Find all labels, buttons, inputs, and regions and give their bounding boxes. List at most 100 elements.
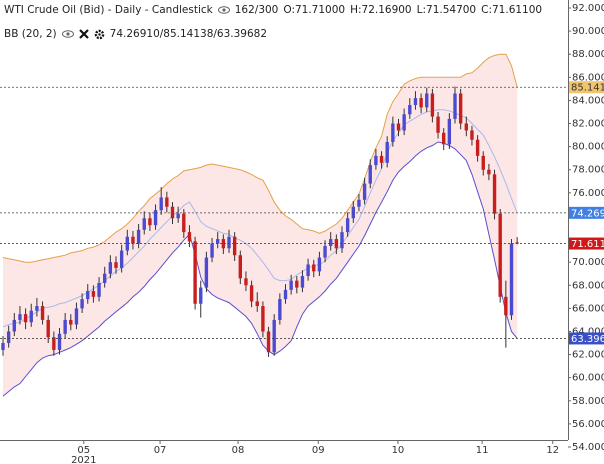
- y-tick-label: 90.000: [572, 26, 604, 37]
- candle-body: [436, 116, 440, 133]
- candle-body: [255, 301, 259, 307]
- y-tick-label: 82.000: [572, 119, 604, 130]
- y-tick-label: 60.000: [572, 373, 604, 384]
- y-tick-label: 76.000: [572, 188, 604, 199]
- candle-body: [481, 155, 485, 170]
- candle-body: [52, 337, 56, 350]
- candle-body: [125, 236, 129, 251]
- y-tick-label: 54.000: [572, 442, 604, 453]
- y-tick-label: 84.000: [572, 95, 604, 106]
- candle-body: [119, 250, 124, 268]
- candle-body: [464, 123, 468, 131]
- candle-body: [69, 319, 73, 325]
- x-tick-label: 12: [546, 445, 559, 456]
- band-fill: [3, 54, 518, 397]
- candle-body: [323, 245, 327, 258]
- candle-body: [430, 93, 435, 117]
- candle-body: [357, 199, 361, 207]
- candle-body: [295, 280, 299, 288]
- x-tick-label: 07: [154, 445, 167, 456]
- candle-body: [204, 257, 209, 288]
- price-tag-bg: [569, 81, 604, 94]
- y-tick-label: 58.000: [572, 396, 604, 407]
- y-tick-label: 68.000: [572, 280, 604, 291]
- candle-body: [12, 319, 16, 332]
- header-line: WTI Crude Oil (Bid) - Daily - Candlestic…: [4, 4, 543, 16]
- candle-body: [227, 236, 231, 249]
- candle-body: [80, 299, 84, 309]
- candle-body: [91, 291, 96, 297]
- candle-body: [114, 262, 118, 268]
- low-value: L:71.54700: [416, 4, 477, 16]
- candle-body: [413, 98, 418, 106]
- settings-icon[interactable]: [94, 29, 105, 40]
- plot-area: [1, 53, 519, 397]
- candle-body: [289, 280, 293, 290]
- price-tag-bg: [569, 206, 604, 219]
- candle-body: [329, 239, 333, 246]
- candle-body: [515, 242, 519, 244]
- candle-body: [153, 210, 158, 226]
- y-tick-label: 80.000: [572, 142, 604, 153]
- candle-body: [74, 308, 79, 325]
- candle-body: [453, 93, 457, 119]
- y-tick-label: 92.000: [572, 3, 604, 14]
- candle-body: [300, 276, 305, 288]
- candle-body: [402, 114, 406, 131]
- x-tick-label: 05: [77, 445, 90, 456]
- candle-body: [442, 132, 446, 145]
- candle-body: [374, 155, 378, 166]
- candle-body: [470, 130, 474, 140]
- candle-body: [306, 264, 310, 277]
- remove-icon[interactable]: [78, 29, 89, 39]
- candle-body: [159, 197, 163, 211]
- candle-body: [199, 287, 203, 304]
- candle-body: [108, 262, 113, 274]
- price-tag-label: 63.396: [571, 334, 604, 345]
- candle-body: [504, 296, 508, 316]
- candle-body: [379, 155, 384, 163]
- candle-body: [261, 306, 265, 332]
- candle-body: [18, 314, 22, 320]
- candle-body: [187, 232, 192, 242]
- candle-body: [385, 142, 389, 163]
- candle-body: [408, 105, 412, 115]
- candle-body: [216, 239, 220, 244]
- price-tag-label: 85.141: [571, 83, 604, 94]
- candle-body: [509, 243, 514, 316]
- indicator-name: BB (20, 2): [4, 28, 57, 40]
- candle-body: [142, 218, 146, 230]
- price-tag-label: 74.269: [571, 208, 604, 219]
- candle-body: [46, 319, 50, 338]
- candle-body: [176, 213, 180, 219]
- y-tick-label: 66.000: [572, 303, 604, 314]
- eye-icon[interactable]: [217, 6, 230, 14]
- candle-body: [475, 139, 480, 156]
- y-tick-label: 78.000: [572, 165, 604, 176]
- price-tag-bg: [569, 332, 604, 345]
- candle-body: [1, 343, 5, 350]
- eye-icon[interactable]: [61, 30, 74, 38]
- candle-body: [425, 93, 429, 108]
- candle-body: [63, 319, 67, 334]
- y-tick-label: 88.000: [572, 49, 604, 60]
- candle-body: [29, 310, 33, 323]
- candle-body: [23, 314, 28, 323]
- candle-body: [317, 257, 322, 272]
- candle-body: [35, 306, 39, 311]
- candle-body: [283, 289, 288, 300]
- candle-body: [312, 264, 316, 272]
- bar-position: 162/300: [234, 4, 279, 16]
- candle-body: [345, 218, 350, 233]
- candle-body: [266, 331, 271, 353]
- candle-body: [136, 229, 141, 244]
- candle-body: [447, 118, 452, 145]
- bb-lower-line: [2, 141, 518, 397]
- candle-body: [238, 255, 242, 279]
- x-tick-label: 11: [476, 445, 489, 456]
- candle-body: [396, 123, 401, 131]
- candle-body: [165, 197, 169, 207]
- high-value: H:72.16900: [350, 4, 412, 16]
